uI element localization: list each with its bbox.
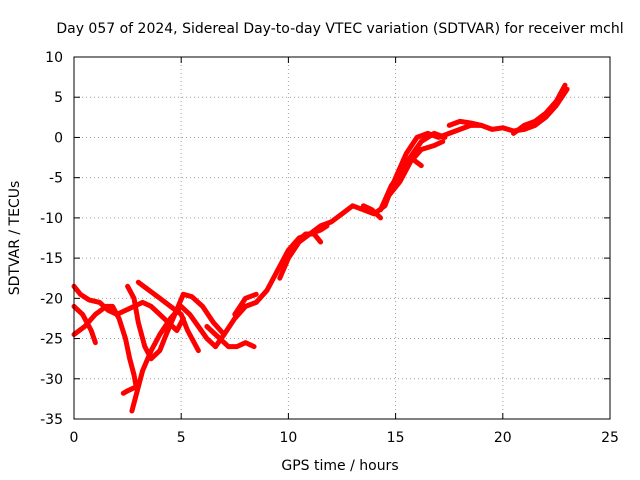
series-line-track-h [204, 324, 257, 350]
x-tick-label: 15 [387, 430, 405, 446]
y-tick-label: -5 [49, 171, 63, 187]
x-tick-label: 5 [177, 430, 186, 446]
series-line-track-d [125, 283, 227, 362]
series-line-track-c [71, 303, 139, 396]
x-axis-title: GPS time / hours [281, 458, 398, 474]
series-line-track-l [360, 203, 384, 221]
y-tick-label: 10 [45, 50, 63, 66]
series-line-track-m [378, 130, 448, 213]
x-tick-label: 25 [601, 430, 619, 446]
chart-title: Day 057 of 2024, Sidereal Day-to-day VTE… [56, 21, 623, 37]
y-tick-label: 5 [54, 90, 63, 106]
data-series [71, 82, 570, 414]
x-tick-label: 20 [494, 430, 512, 446]
axis-ticks: 0 5 10 15 20 25 -35 -30 -25 -20 -15 -10 -5 0 5 10 [40, 50, 619, 446]
y-tick-label: -25 [40, 332, 63, 348]
series-line-track-q [511, 82, 568, 136]
y-tick-label: 0 [54, 130, 63, 146]
x-tick-label: 0 [70, 430, 79, 446]
series-line-track-i [232, 291, 259, 317]
series-line-track-k [285, 231, 324, 257]
y-tick-label: -30 [40, 372, 63, 388]
gridlines [74, 57, 610, 419]
y-axis-title: SDTVAR / TECUs [7, 181, 23, 296]
y-tick-label: -35 [40, 412, 63, 428]
series-line-track-o [408, 155, 424, 169]
y-tick-label: -10 [40, 211, 63, 227]
series-line-track-n [384, 139, 446, 201]
series-line-track-f [129, 303, 218, 414]
y-tick-label: -20 [40, 291, 63, 307]
series-line-track-p [446, 118, 484, 128]
y-tick-label: -15 [40, 251, 63, 267]
x-tick-label: 10 [279, 430, 297, 446]
plot-frame [73, 56, 611, 420]
